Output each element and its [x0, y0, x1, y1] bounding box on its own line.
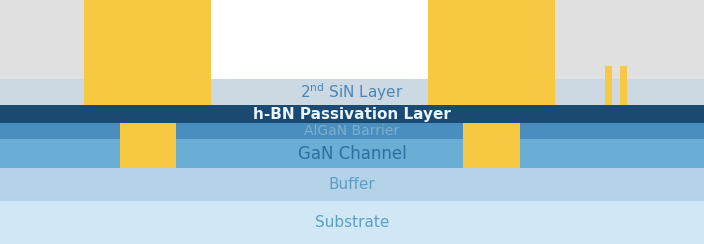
Bar — [0, 123, 704, 139]
Bar — [0, 168, 704, 201]
Text: AlGaN Barrier: AlGaN Barrier — [304, 124, 400, 138]
Text: GaN Channel: GaN Channel — [298, 145, 406, 163]
Text: Substrate: Substrate — [315, 215, 389, 230]
Bar — [0, 139, 704, 168]
Bar — [120, 123, 176, 168]
Bar — [0, 0, 84, 79]
Bar — [84, 0, 211, 105]
Text: 2$^{\mathrm{nd}}$ SiN Layer: 2$^{\mathrm{nd}}$ SiN Layer — [301, 81, 403, 103]
Bar — [605, 66, 612, 105]
Bar — [0, 105, 704, 123]
Bar — [211, 0, 428, 79]
Bar — [463, 123, 520, 168]
Bar — [428, 0, 555, 105]
Bar — [0, 201, 704, 244]
Bar — [0, 79, 704, 105]
Bar — [555, 0, 704, 79]
Bar — [620, 66, 627, 105]
Text: h-BN Passivation Layer: h-BN Passivation Layer — [253, 107, 451, 122]
Text: Buffer: Buffer — [329, 177, 375, 192]
